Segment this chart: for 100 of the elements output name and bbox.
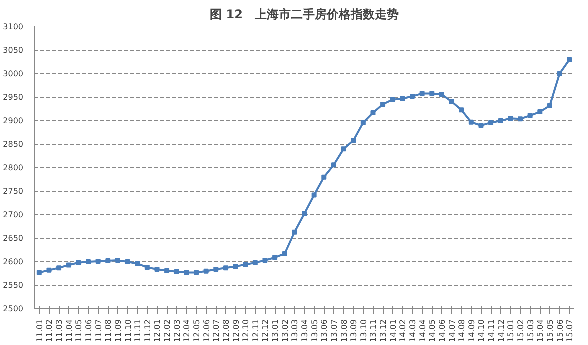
x-tick-label: 14.09: [467, 319, 476, 342]
x-tick-label: 11.03: [55, 319, 64, 342]
point: [312, 192, 317, 198]
y-tick-label: 3000: [3, 70, 24, 78]
x-tick-label: 12.09: [232, 319, 241, 342]
x-tick-label: 12.11: [251, 319, 260, 342]
x-tick-label: 13.02: [280, 319, 290, 342]
point: [547, 103, 552, 108]
chart-title: 图 12 上海市二手房价格指数走势: [210, 8, 399, 22]
x-tick-label: 12.08: [222, 319, 231, 342]
y-tick-label: 2950: [3, 93, 24, 102]
y-tick-label: 2500: [3, 304, 24, 314]
point: [449, 99, 454, 104]
point: [56, 266, 62, 271]
x-tick-label: 12.07: [212, 319, 222, 342]
point: [96, 259, 101, 264]
x-tick-label: 11.10: [124, 319, 133, 342]
x-tick-label: 13.10: [359, 319, 368, 342]
x-tick-label: 11.11: [134, 319, 143, 342]
point: [164, 268, 170, 274]
point: [410, 94, 415, 100]
x-tick-label: 13.07: [330, 319, 339, 342]
point: [252, 260, 258, 266]
x-tick-label: 14.05: [428, 319, 438, 342]
point: [478, 123, 484, 128]
x-tick-label: 11.01: [35, 319, 44, 342]
point: [272, 255, 278, 260]
point: [488, 120, 494, 126]
point: [557, 71, 562, 76]
x-tick-label: 14.03: [408, 319, 418, 342]
x-tick-label: 12.06: [202, 319, 212, 342]
x-tick-label: 13.05: [310, 319, 320, 342]
point: [390, 97, 396, 102]
y-tick-label: 2750: [3, 187, 24, 196]
x-tick-label: 12.02: [163, 319, 172, 342]
point: [174, 269, 180, 274]
x-tick-label: 15.05: [546, 319, 555, 342]
point: [223, 266, 228, 271]
point: [292, 230, 298, 235]
point: [302, 212, 307, 217]
x-tick-label: 14.02: [398, 319, 408, 342]
y-tick-label: 2600: [3, 258, 24, 266]
point: [498, 118, 504, 124]
point: [46, 268, 52, 273]
point: [538, 110, 543, 115]
x-tick-label: 15.01: [506, 319, 516, 342]
point: [567, 57, 572, 62]
x-tick-label: 13.08: [340, 319, 349, 342]
point: [262, 258, 268, 264]
point: [184, 270, 190, 276]
point: [125, 259, 130, 264]
x-tick-label: 14.08: [458, 319, 467, 342]
point: [115, 258, 120, 264]
point: [430, 91, 435, 96]
y-tick-label: 2900: [3, 116, 24, 126]
x-tick-label: 13.06: [320, 319, 330, 342]
x-tick-label: 14.06: [438, 319, 447, 342]
point: [233, 264, 238, 270]
x-tick-label: 11.08: [104, 319, 114, 342]
x-tick-label: 11.06: [84, 319, 94, 342]
x-tick-label: 14.10: [477, 319, 486, 342]
point: [528, 113, 533, 118]
point: [360, 120, 366, 126]
point: [66, 262, 72, 268]
x-tick-label: 12.01: [153, 319, 162, 342]
y-tick-label: 2850: [3, 140, 24, 149]
point: [459, 108, 464, 113]
x-tick-label: 14.04: [418, 319, 428, 342]
x-tick-label: 14.01: [388, 319, 398, 342]
x-tick-label: 14.11: [487, 319, 496, 342]
x-tick-label: 12.10: [242, 319, 251, 342]
x-tick-label: 11.02: [45, 319, 54, 342]
point: [380, 102, 386, 108]
x-tick-label: 13.04: [300, 319, 310, 342]
point: [214, 266, 219, 272]
x-tick-label: 11.05: [74, 319, 84, 342]
point: [76, 260, 82, 266]
x-tick-label: 11.07: [94, 319, 104, 342]
x-tick-label: 15.04: [536, 319, 546, 342]
x-tick-label: 13.01: [271, 319, 280, 342]
x-tick-label: 15.03: [526, 319, 536, 342]
x-tick-label: 13.03: [290, 319, 300, 342]
x-tick-label: 12.12: [261, 319, 270, 342]
point: [86, 259, 91, 264]
x-tick-label: 13.09: [350, 319, 359, 342]
point: [439, 92, 444, 98]
point: [508, 116, 514, 122]
point: [468, 120, 474, 125]
point: [400, 96, 406, 102]
point: [351, 138, 356, 144]
y-tick-label: 2650: [3, 234, 24, 243]
point: [154, 266, 160, 272]
x-tick-label: 14.12: [496, 319, 506, 342]
point: [341, 146, 346, 152]
point: [518, 116, 523, 122]
x-tick-label: 11.09: [114, 319, 123, 342]
x-tick-label: 12.04: [182, 319, 192, 342]
y-tick-label: 2700: [3, 210, 24, 220]
x-tick-label: 15.06: [556, 319, 565, 342]
point: [370, 110, 376, 116]
